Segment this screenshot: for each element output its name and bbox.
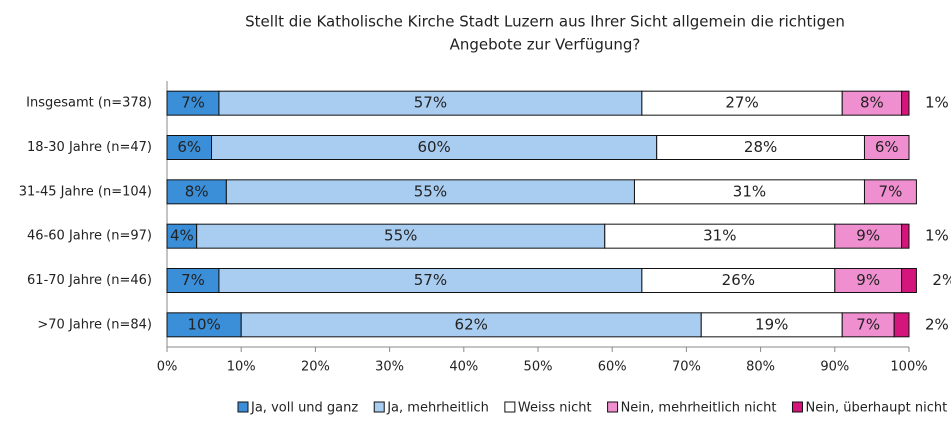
data-label: 55% — [414, 182, 447, 200]
data-label: 7% — [879, 182, 903, 200]
legend-swatch — [791, 401, 803, 413]
data-label: 62% — [455, 315, 488, 333]
bar-segment — [834, 268, 903, 293]
x-tick-label: 70% — [672, 360, 701, 375]
bar-segment — [841, 90, 903, 116]
data-label: 9% — [856, 271, 880, 289]
bar-segment — [863, 135, 910, 160]
chart-title: Stellt die Katholische Kirche Stadt Luze… — [245, 13, 845, 31]
data-label: 31% — [703, 227, 736, 245]
data-label: 6% — [177, 138, 201, 156]
bar-segment — [211, 135, 658, 160]
data-label: 57% — [414, 271, 447, 289]
data-label: 8% — [860, 94, 884, 112]
bar-segment — [166, 223, 198, 249]
data-label: 28% — [744, 138, 777, 156]
data-label: 7% — [856, 315, 880, 333]
x-tick-label: 10% — [227, 360, 256, 375]
x-tick-label: 100% — [890, 360, 927, 375]
x-tick-label: 50% — [524, 360, 553, 375]
data-label: 7% — [181, 94, 205, 112]
data-label: 2% — [932, 271, 951, 289]
data-label: 1% — [925, 94, 949, 112]
legend-label: Ja, voll und ganz — [250, 401, 358, 416]
data-label: 27% — [725, 94, 758, 112]
legend-label: Ja, mehrheitlich — [386, 401, 489, 416]
legend-swatch — [504, 401, 516, 413]
category-label: 61-70 Jahre (n=46) — [27, 273, 152, 288]
data-label: 4% — [170, 227, 194, 245]
legend-swatch — [607, 401, 619, 413]
x-tick-label: 20% — [301, 360, 330, 375]
data-label: 6% — [875, 138, 899, 156]
bar-segment — [641, 90, 843, 116]
x-tick-label: 30% — [375, 360, 404, 375]
x-tick-label: 60% — [598, 360, 627, 375]
data-label: 26% — [722, 271, 755, 289]
bar-segment — [633, 179, 865, 205]
bar-segment — [834, 223, 903, 249]
bar-segment — [166, 135, 213, 160]
bar-segment — [641, 268, 836, 293]
bar-segment — [893, 312, 910, 338]
bar-segment — [656, 135, 865, 160]
chart-title: Angebote zur Verfügung? — [450, 36, 641, 54]
bar-segment — [841, 312, 895, 338]
x-tick-label: 40% — [449, 360, 478, 375]
bar-segment — [218, 268, 643, 293]
data-label: 60% — [417, 138, 450, 156]
category-label: >70 Jahre (n=84) — [37, 317, 152, 332]
bar-segment — [225, 179, 635, 205]
data-label: 10% — [187, 315, 220, 333]
data-label: 8% — [185, 182, 209, 200]
bar-segment — [901, 268, 917, 293]
bar-segment — [604, 223, 836, 249]
bar-segment — [901, 223, 910, 249]
category-label: Insgesamt (n=378) — [26, 96, 152, 111]
data-label: 9% — [856, 227, 880, 245]
bar-segment — [218, 90, 643, 116]
data-label: 2% — [925, 315, 949, 333]
data-label: 57% — [414, 94, 447, 112]
data-label: 31% — [733, 182, 766, 200]
bar-segment — [196, 223, 606, 249]
data-label: 55% — [384, 227, 417, 245]
data-label: 19% — [755, 315, 788, 333]
bar-segment — [901, 90, 910, 116]
legend-label: Weiss nicht — [518, 401, 592, 416]
x-tick-label: 90% — [820, 360, 849, 375]
bar-segment — [166, 268, 220, 293]
data-label: 1% — [925, 227, 949, 245]
bar-segment — [863, 179, 917, 205]
bar-segment — [240, 312, 702, 338]
category-label: 46-60 Jahre (n=97) — [27, 229, 152, 244]
legend-swatch — [373, 401, 385, 413]
data-label: 7% — [181, 271, 205, 289]
bar-segment — [166, 179, 227, 205]
category-label: 18-30 Jahre (n=47) — [27, 140, 152, 155]
x-tick-label: 0% — [157, 360, 178, 375]
x-tick-label: 80% — [746, 360, 775, 375]
legend-label: Nein, mehrheitlich nicht — [621, 401, 777, 416]
legend-label: Nein, überhaupt nicht — [805, 401, 947, 416]
category-label: 31-45 Jahre (n=104) — [19, 184, 152, 199]
legend-swatch — [237, 401, 249, 413]
